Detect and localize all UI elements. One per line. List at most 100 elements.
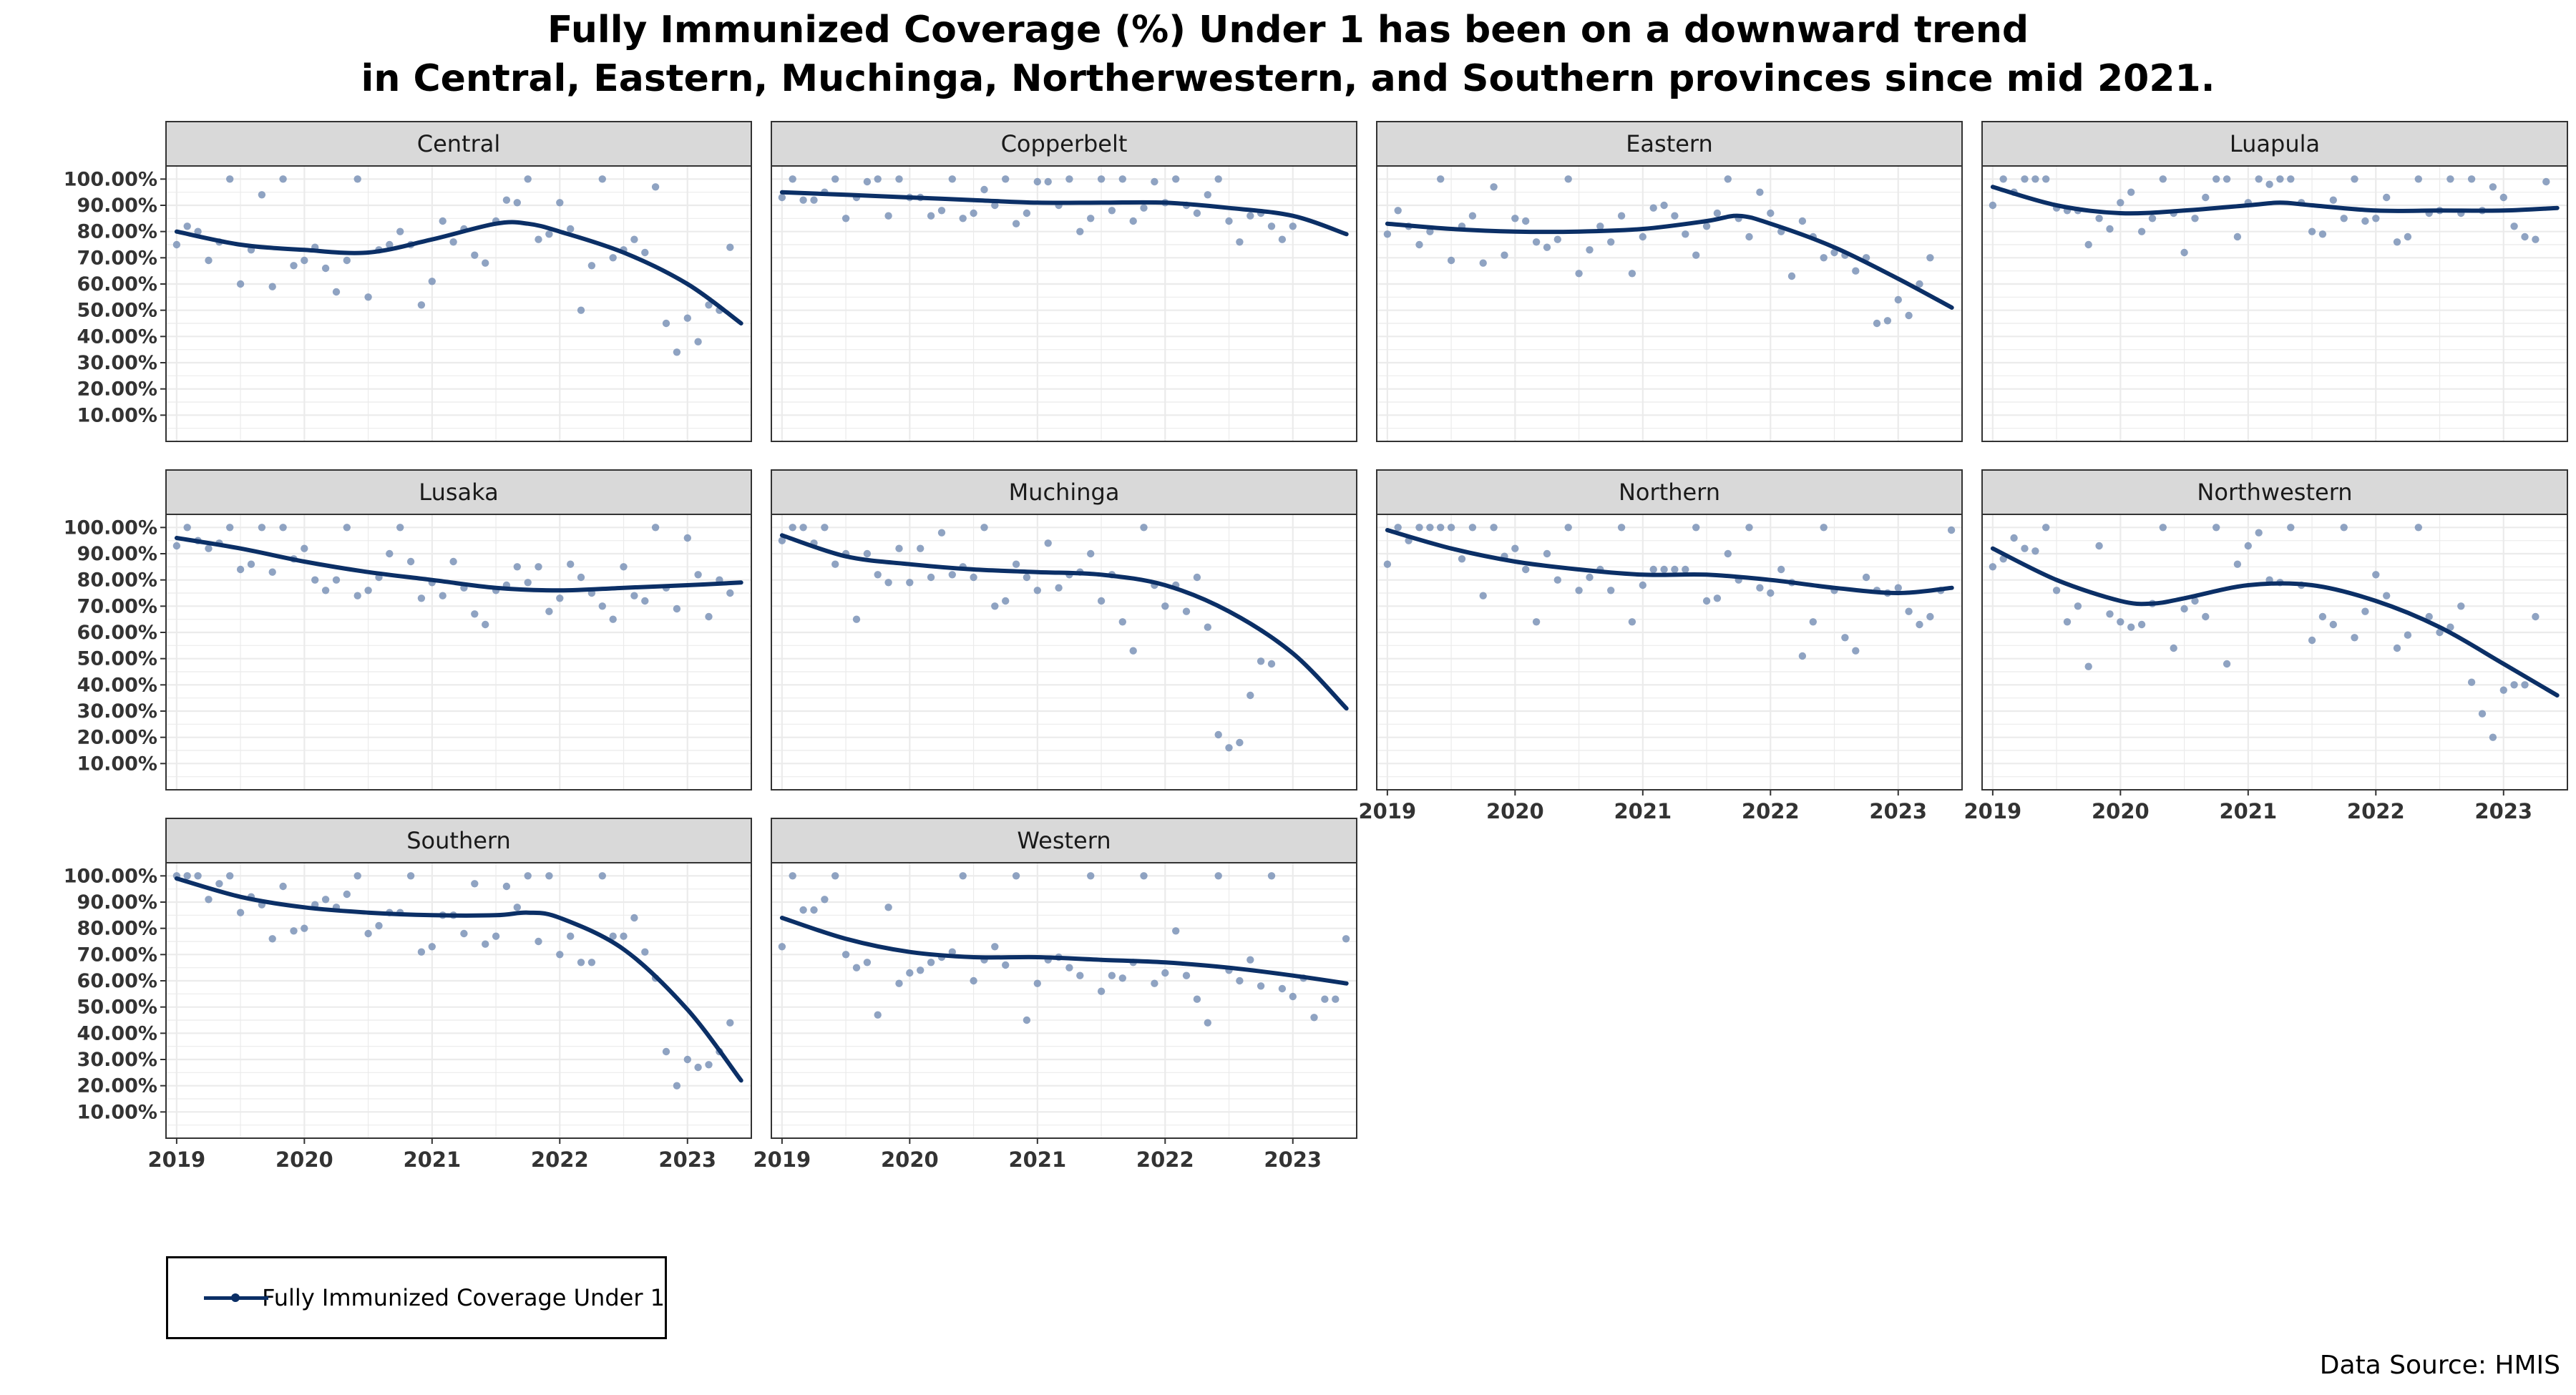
data-point [810,196,818,204]
data-point [980,185,988,194]
legend-label: Fully Immunized Coverage Under 1 [262,1284,665,1311]
y-tick-label: 90.00% [77,891,157,914]
data-point [1193,209,1201,217]
data-point [1894,584,1902,592]
data-point [874,175,882,183]
data-point [694,571,702,579]
y-tick-label: 100.00% [64,517,157,539]
x-tick-label: 2019 [148,1147,206,1172]
y-tick-label: 30.00% [77,352,157,374]
data-point [1267,222,1276,230]
data-point [2265,180,2273,188]
data-point [353,872,361,880]
data-point [396,227,404,235]
data-point [1724,549,1732,558]
data-point [1501,251,1508,259]
data-point [1873,319,1881,328]
data-point [1012,220,1020,227]
facet-strip-label: Northwestern [2197,479,2352,506]
x-tick-label: 2021 [1008,1147,1066,1172]
data-point [1767,589,1775,597]
facet-strip-label: Western [1017,827,1111,854]
data-point [2436,628,2444,637]
data-point [1575,587,1583,594]
data-point [2499,686,2507,694]
data-point [641,248,649,257]
data-point [1798,652,1807,660]
data-point [2446,175,2454,183]
data-point [863,177,872,186]
data-point [2255,175,2263,183]
data-point [1468,524,1477,532]
data-point [290,927,298,935]
data-point [1033,177,1042,186]
data-point [1628,618,1636,626]
data-point [2021,544,2029,552]
data-point [662,319,670,328]
data-point [2031,175,2039,183]
data-point [2393,644,2401,652]
data-point [226,524,234,532]
data-point [535,563,542,571]
facet-strip [1981,121,2568,167]
x-tick-label: 2023 [658,1147,716,1172]
data-point [1916,620,1923,629]
data-point [226,872,234,880]
data-point [1883,317,1892,325]
trend-line [1385,528,1954,596]
data-point [1713,594,1722,602]
data-point [2255,529,2263,537]
data-point [247,560,255,568]
y-tick-label: 70.00% [77,595,157,617]
data-point [406,557,415,566]
data-point [1682,565,1689,574]
data-point [630,592,638,599]
data-point [449,557,457,566]
data-point [630,235,638,243]
data-point [2202,612,2210,621]
data-point [1617,524,1626,532]
data-point [2521,681,2529,689]
data-point [2372,215,2380,222]
facet-panel-muchinga: Muchinga [771,469,1357,790]
data-point [417,594,426,602]
data-point [577,573,585,582]
data-point [1862,573,1870,582]
data-point [1140,872,1148,880]
data-point [482,259,489,267]
data-point [2425,612,2433,621]
data-point [927,959,935,966]
data-point [1023,573,1031,582]
data-point [2287,175,2295,183]
data-point [1193,995,1201,1003]
data-point [1607,587,1615,594]
data-point [917,966,924,974]
data-point [1161,969,1169,977]
data-point [2351,175,2358,183]
y-tick-label: 20.00% [77,378,157,401]
data-point [194,872,202,880]
data-point [205,896,213,904]
data-point [2137,620,2146,629]
data-point [1204,191,1212,199]
data-point [2383,592,2391,599]
data-point [482,940,489,948]
data-point [2095,542,2103,550]
data-point [2329,196,2337,204]
facet-strip-label: Muchinga [1009,479,1120,506]
data-point [841,951,850,959]
data-point [236,909,245,916]
data-point [1236,738,1244,747]
data-point [2329,620,2337,629]
data-point [2542,177,2550,186]
data-point [364,587,372,594]
data-point [513,904,521,911]
data-point [2191,597,2199,605]
data-point [2361,607,2369,615]
y-tick-label: 10.00% [77,404,157,426]
data-point [353,175,361,183]
data-point [513,563,521,571]
facet-strip [165,818,752,863]
data-point [1225,744,1233,752]
data-point [2361,217,2369,225]
